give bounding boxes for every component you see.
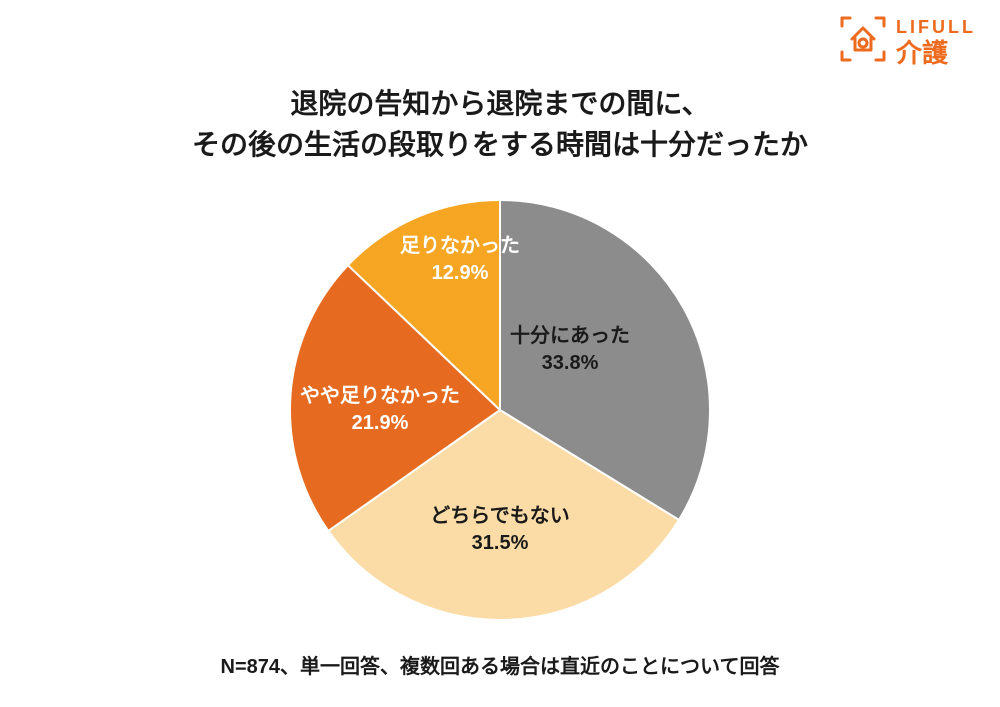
slice-label-text: どちらでもない <box>430 505 569 527</box>
logo-sub-text: 介護 <box>896 40 976 66</box>
chart-title-line1: 退院の告知から退院までの間に、 <box>0 84 1000 125</box>
slice-label: 十分にあった 33.8% <box>510 323 630 377</box>
chart-title-line2: その後の生活の段取りをする時間は十分だったか <box>0 125 1000 166</box>
chart-title: 退院の告知から退院までの間に、 その後の生活の段取りをする時間は十分だったか <box>0 84 1000 165</box>
slice-label: やや足りなかった 21.9% <box>300 383 460 437</box>
brand-logo: LIFULL 介護 <box>838 14 976 69</box>
slice-label-text: 足りなかった <box>400 235 520 257</box>
slice-label: 足りなかった 12.9% <box>400 233 520 287</box>
slice-label-pct: 21.9% <box>300 410 460 437</box>
slice-label-pct: 33.8% <box>510 350 630 377</box>
slice-label-pct: 31.5% <box>430 530 569 557</box>
house-icon <box>838 14 888 69</box>
pie-chart: 十分にあった 33.8% どちらでもない 31.5% やや足りなかった 21.9% 足りなか… <box>290 200 710 620</box>
slice-label-text: 十分にあった <box>510 325 630 347</box>
logo-brand-text: LIFULL <box>896 17 976 38</box>
chart-footnote: N=874、単一回答、複数回ある場合は直近のことについて回答 <box>0 650 1000 679</box>
slice-label: どちらでもない 31.5% <box>430 503 569 557</box>
slice-label-pct: 12.9% <box>400 260 520 287</box>
logo-text: LIFULL 介護 <box>896 17 976 66</box>
slice-label-text: やや足りなかった <box>300 385 460 407</box>
